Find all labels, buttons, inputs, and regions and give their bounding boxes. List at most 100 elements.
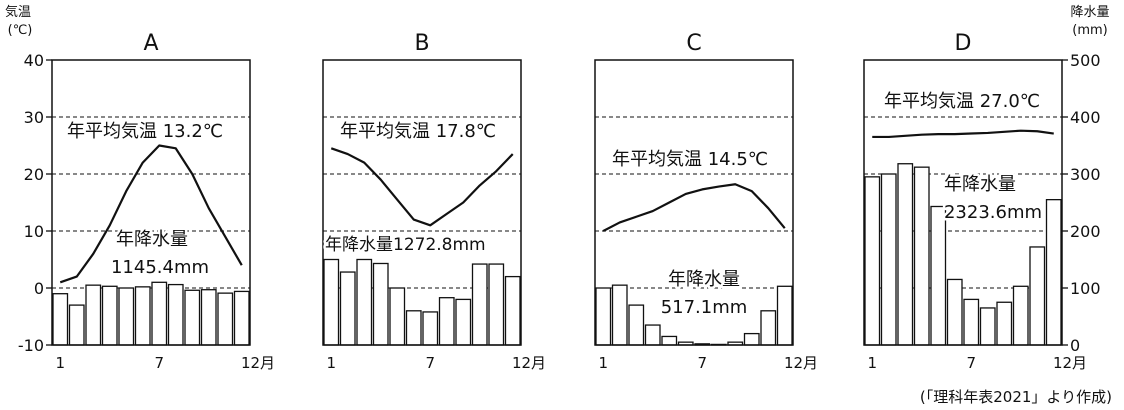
left-axis-tick-label: 0 [34, 279, 44, 298]
x-tick-label: 7 [425, 354, 435, 372]
precip-bar [167, 283, 184, 346]
chart-frame [594, 59, 794, 346]
precip-bar [776, 285, 793, 346]
precip-bar [913, 166, 930, 346]
x-tick-label: 7 [154, 354, 164, 372]
chart-frame [51, 59, 251, 346]
precip-bar [1045, 198, 1062, 346]
precip-bar [897, 163, 914, 346]
right-axis-tick-label: 0 [1070, 336, 1080, 355]
chart-panel-b: 1 7 12月 B 年平均気温 17.8℃ 年降水量1272.8mm [322, 31, 546, 372]
precip-bar [644, 324, 661, 346]
left-axis-label-unit: (℃) [8, 23, 33, 38]
right-axis-tick-label: 200 [1070, 222, 1101, 241]
chart-title: D [955, 31, 972, 56]
x-tick-label: 1 [867, 354, 877, 372]
left-axis-tick-label: -10 [18, 336, 44, 355]
chart-annotation: 年降水量 [116, 229, 188, 250]
precip-bar [323, 258, 340, 346]
chart-annotation: 517.1mm [661, 297, 748, 318]
precip-bar [85, 284, 102, 346]
precip-bar [743, 332, 760, 346]
left-axis-tick-label: 10 [24, 222, 44, 241]
chart-annotation: 年平均気温 14.5℃ [612, 149, 768, 170]
x-tick-label: 1 [326, 354, 336, 372]
precip-bar [611, 284, 628, 346]
chart-panel-a: 1 7 12月 A 年平均気温 13.2℃ 年降水量 1145.4mm [46, 31, 275, 372]
precip-bar [101, 285, 118, 346]
x-tick-label: 1 [598, 354, 608, 372]
precip-bar [184, 289, 201, 346]
precip-bar [996, 301, 1013, 346]
right-axis-tick-label: 500 [1070, 51, 1101, 70]
chart-annotation: 年降水量1272.8mm [325, 235, 486, 255]
x-tick-label: 12月 [512, 354, 546, 372]
x-tick-label: 7 [697, 354, 707, 372]
right-axis-label-top: 降水量 [1070, 5, 1109, 20]
left-axis-tick-label: 20 [24, 165, 44, 184]
precip-bar [151, 281, 168, 346]
temperature-line [872, 129, 1054, 139]
precip-bar [422, 311, 439, 346]
x-tick-label: 12月 [1053, 354, 1087, 372]
left-axis-tick-label: 40 [24, 51, 44, 70]
precip-bar [339, 271, 356, 346]
precip-bar [760, 310, 777, 346]
chart-annotation: 年降水量 [668, 269, 740, 290]
precip-bar [864, 176, 881, 346]
precip-bar [118, 287, 135, 346]
source-note: (「理科年表2021」より作成) [920, 388, 1112, 406]
chart-annotation: 年平均気温 27.0℃ [884, 91, 1040, 112]
temperature-line [602, 183, 786, 232]
left-axis-tick-label: 30 [24, 108, 44, 127]
right-axis-label-unit: (mm) [1072, 23, 1107, 38]
chart-panel-c: 1 7 12月 C 年平均気温 14.5℃ 年降水量 517.1mm [594, 31, 818, 372]
precip-bar [68, 304, 85, 346]
x-tick-label: 12月 [241, 354, 275, 372]
temperature-line [330, 147, 514, 227]
chart-annotation: 2323.6mm [944, 202, 1042, 223]
precip-bar [979, 307, 996, 346]
precip-bar [628, 304, 645, 346]
chart-title: C [686, 31, 701, 56]
right-axis-tick-label: 300 [1070, 165, 1101, 184]
precip-bar [134, 286, 151, 346]
precip-bar [1029, 246, 1046, 346]
precip-bar [405, 310, 422, 346]
chart-annotation: 年平均気温 13.2℃ [67, 121, 223, 142]
precip-bar [946, 278, 963, 346]
precip-bar [356, 258, 373, 346]
chart-frame [863, 59, 1063, 346]
temperature-line [59, 144, 243, 284]
precip-bar [372, 262, 389, 346]
chart-frame [322, 59, 522, 346]
precip-bar [504, 275, 521, 346]
precip-bar [52, 293, 69, 346]
left-axis-label-top: 気温 [5, 4, 31, 20]
precip-bar [217, 292, 234, 346]
precip-bar [595, 287, 612, 346]
precip-bar [488, 263, 505, 346]
precip-bar [389, 287, 406, 346]
precip-bar [471, 263, 488, 346]
precip-bar [661, 335, 678, 346]
precip-bar [930, 205, 947, 346]
precip-bar [438, 297, 455, 346]
precip-bar [880, 173, 897, 346]
chart-title: A [143, 31, 158, 56]
precip-bar [1012, 285, 1029, 346]
chart-title: B [414, 31, 429, 56]
precip-bar [963, 298, 980, 346]
precip-bar [233, 290, 250, 346]
x-tick-label: 7 [966, 354, 976, 372]
x-tick-label: 12月 [784, 354, 818, 372]
chart-panel-d: 1 7 12月 D 年平均気温 27.0℃ 年降水量 2323.6mm [863, 31, 1087, 372]
right-axis-tick-label: 400 [1070, 108, 1101, 127]
precip-bar [200, 289, 217, 346]
x-tick-label: 1 [55, 354, 65, 372]
chart-annotation: 1145.4mm [111, 257, 209, 278]
chart-annotation: 年平均気温 17.8℃ [340, 121, 496, 142]
right-axis-tick-label: 100 [1070, 279, 1101, 298]
